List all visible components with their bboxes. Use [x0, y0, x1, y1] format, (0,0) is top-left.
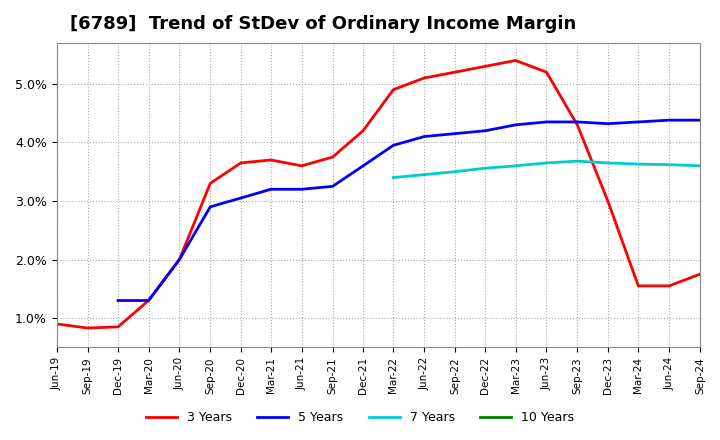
Line: 7 Years: 7 Years: [393, 161, 700, 178]
Text: [6789]  Trend of StDev of Ordinary Income Margin: [6789] Trend of StDev of Ordinary Income…: [70, 15, 576, 33]
Legend: 3 Years, 5 Years, 7 Years, 10 Years: 3 Years, 5 Years, 7 Years, 10 Years: [141, 407, 579, 429]
Line: 5 Years: 5 Years: [118, 120, 700, 301]
Line: 3 Years: 3 Years: [57, 60, 700, 328]
